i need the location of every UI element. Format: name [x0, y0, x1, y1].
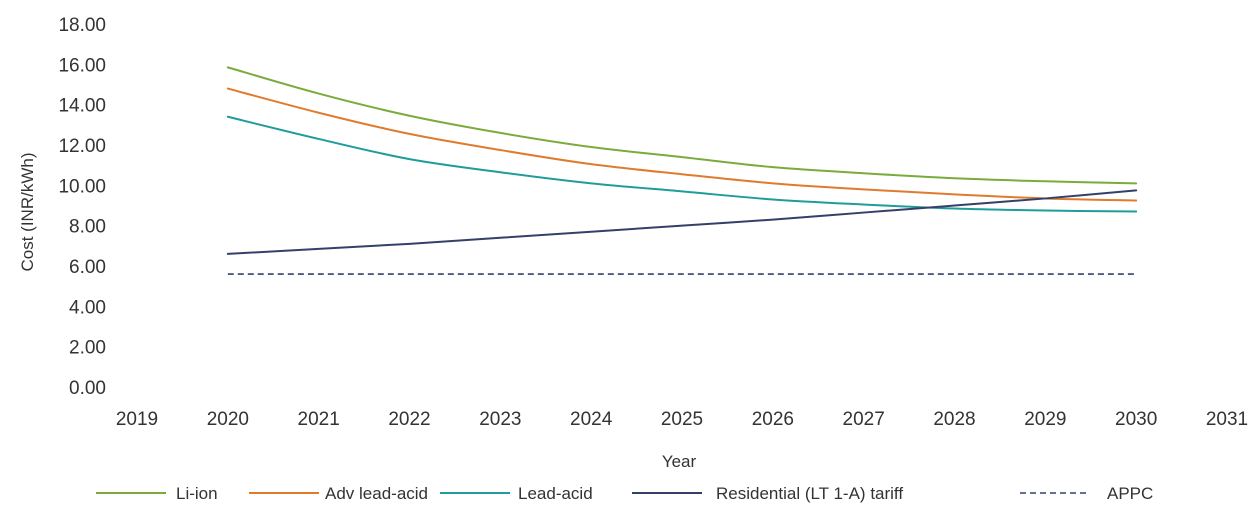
x-tick-label: 2020 — [207, 409, 249, 430]
series-lines — [226, 66, 1138, 275]
series-line-residential-lt-1-a-tariff — [226, 189, 1138, 255]
x-tick-label: 2026 — [752, 409, 794, 430]
legend: Li-ion Adv lead-acid Lead-acid Residential … — [96, 484, 1153, 503]
y-tick-label: 10.00 — [58, 176, 106, 197]
legend-label-lead-acid: Lead-acid — [518, 484, 593, 503]
y-tick-label: 4.00 — [69, 297, 106, 318]
x-tick-label: 2029 — [1024, 409, 1066, 430]
x-tick-label: 2021 — [298, 409, 340, 430]
x-tick-label: 2023 — [479, 409, 521, 430]
series-line-lead-acid — [226, 115, 1138, 213]
y-tick-label: 2.00 — [69, 338, 106, 359]
x-tick-label: 2028 — [933, 409, 975, 430]
legend-label-li-ion: Li-ion — [176, 484, 218, 503]
y-tick-label: 16.00 — [58, 55, 106, 76]
legend-label-appc: APPC — [1107, 484, 1153, 503]
y-tick-label: 14.00 — [58, 96, 106, 117]
y-tick-label: 8.00 — [69, 217, 106, 238]
y-tick-label: 6.00 — [69, 257, 106, 278]
x-tick-label: 2024 — [570, 409, 613, 430]
legend-label-residential-lt-1-a-tariff: Residential (LT 1-A) tariff — [716, 484, 903, 503]
x-tick-label: 2025 — [661, 409, 703, 430]
x-tick-label: 2022 — [388, 409, 430, 430]
x-tick-label: 2027 — [843, 409, 885, 430]
x-tick-label: 2031 — [1206, 409, 1248, 430]
y-axis-title: Cost (INR/kWh) — [18, 153, 37, 272]
y-axis-ticks: 0.00 2.00 4.00 6.00 8.00 10.00 12.00 14.00 16.00… — [58, 15, 106, 399]
y-tick-label: 18.00 — [58, 15, 106, 36]
legend-label-adv-lead-acid: Adv lead-acid — [325, 484, 428, 503]
series-line-li-ion — [226, 66, 1138, 185]
x-axis-ticks: 2019 2020 2021 2022 2023 2024 2025 2026 2027 2028… — [116, 409, 1248, 430]
x-axis-title: Year — [662, 452, 697, 471]
series-line-adv-lead-acid — [226, 87, 1138, 202]
x-tick-label: 2019 — [116, 409, 158, 430]
y-tick-label: 0.00 — [69, 378, 106, 399]
x-tick-label: 2030 — [1115, 409, 1157, 430]
y-tick-label: 12.00 — [58, 136, 106, 157]
